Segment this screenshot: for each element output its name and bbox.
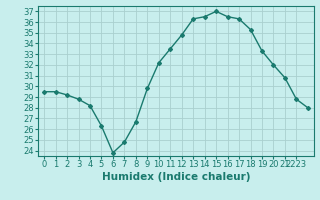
X-axis label: Humidex (Indice chaleur): Humidex (Indice chaleur) bbox=[102, 172, 250, 182]
